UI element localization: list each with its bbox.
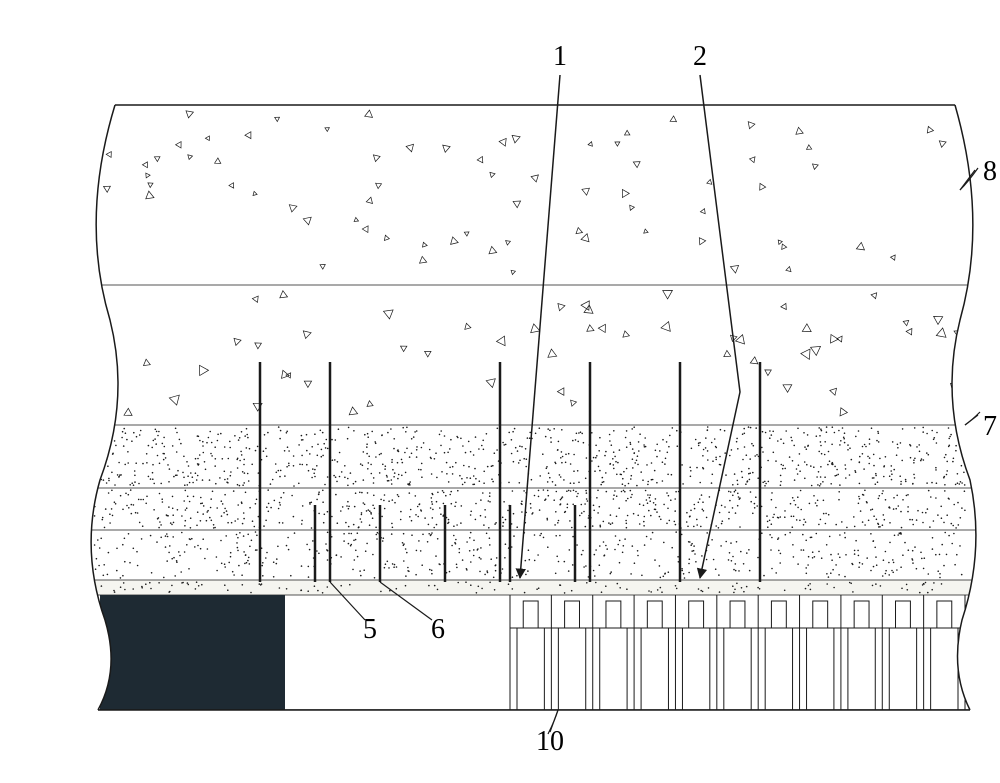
callout-label-5: 5	[363, 614, 377, 645]
callout-label-6: 6	[431, 614, 445, 645]
callout-label-8: 8	[983, 156, 997, 187]
callout-label-1: 1	[553, 41, 567, 72]
callout-label-7: 7	[983, 411, 997, 442]
leader-1	[520, 75, 560, 578]
callout-label-10: 10	[536, 726, 564, 757]
leader-2	[700, 75, 740, 578]
callout-label-2: 2	[693, 41, 707, 72]
diagram-canvas: 1 2 5 6 7 8 10	[20, 20, 1000, 763]
leader-squiggle-7	[965, 412, 980, 425]
